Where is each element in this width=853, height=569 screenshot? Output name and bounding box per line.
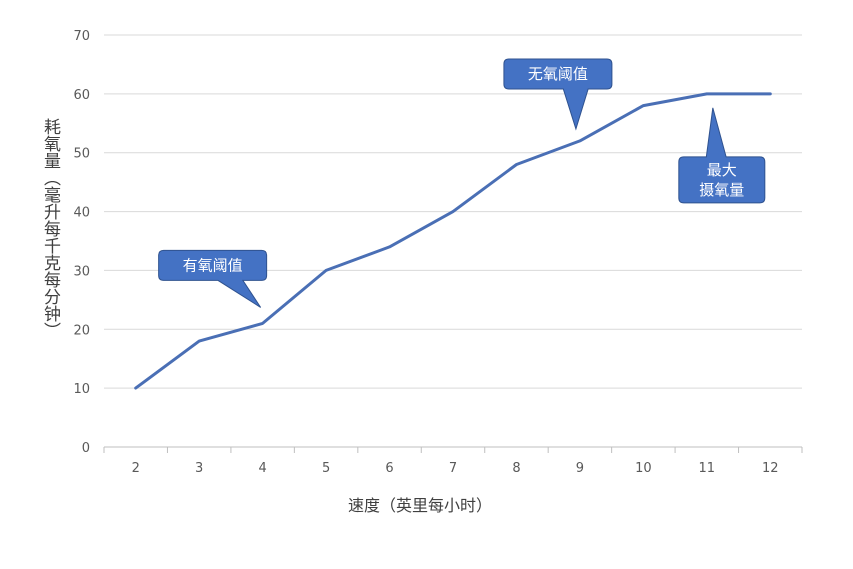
x-axis-ticks: 2 3 4 5 6 7 8 9 10 11 12 xyxy=(132,461,779,476)
y-tick-label-60: 60 xyxy=(73,88,90,103)
x-axis-label: 速度（英里每小时） xyxy=(348,496,492,515)
y-tick-label-30: 30 xyxy=(73,264,90,279)
x-tick-label-12: 12 xyxy=(762,461,779,476)
x-tick-label-10: 10 xyxy=(635,461,652,476)
x-tick-label-8: 8 xyxy=(512,461,520,476)
y-tick-label-70: 70 xyxy=(73,29,90,44)
x-tick-label-9: 9 xyxy=(576,461,584,476)
callout-text: 有氧阈值 xyxy=(183,256,243,274)
callout-bubble xyxy=(158,249,268,308)
x-tick-label-4: 4 xyxy=(258,461,266,476)
series-line xyxy=(134,92,772,390)
callout-text: 最大 xyxy=(707,161,737,179)
y-tick-label-0: 0 xyxy=(82,441,90,456)
callout-text: 摄氧量 xyxy=(699,181,744,199)
callout-bubble xyxy=(503,58,613,131)
x-tick-label-3: 3 xyxy=(195,461,203,476)
callout: 有氧阈值 xyxy=(158,249,268,308)
callout-text: 无氧阈值 xyxy=(528,65,588,83)
x-tick-label-6: 6 xyxy=(385,461,393,476)
y-axis-label: 耗氧量（毫升每千克每分钟） xyxy=(40,118,60,339)
y-tick-label-50: 50 xyxy=(73,147,90,162)
callout: 无氧阈值 xyxy=(503,58,613,131)
x-tick-label-2: 2 xyxy=(132,461,140,476)
y-tick-label-20: 20 xyxy=(73,323,90,338)
x-axis xyxy=(103,446,803,453)
x-tick-label-5: 5 xyxy=(322,461,330,476)
y-axis-ticks: 0 10 20 30 40 50 60 70 xyxy=(73,29,90,456)
x-tick-label-11: 11 xyxy=(699,461,716,476)
callout-bubble xyxy=(678,107,766,204)
x-tick-label-7: 7 xyxy=(449,461,457,476)
y-tick-label-10: 10 xyxy=(73,382,90,397)
series-layer xyxy=(134,92,772,390)
y-tick-label-40: 40 xyxy=(73,206,90,221)
